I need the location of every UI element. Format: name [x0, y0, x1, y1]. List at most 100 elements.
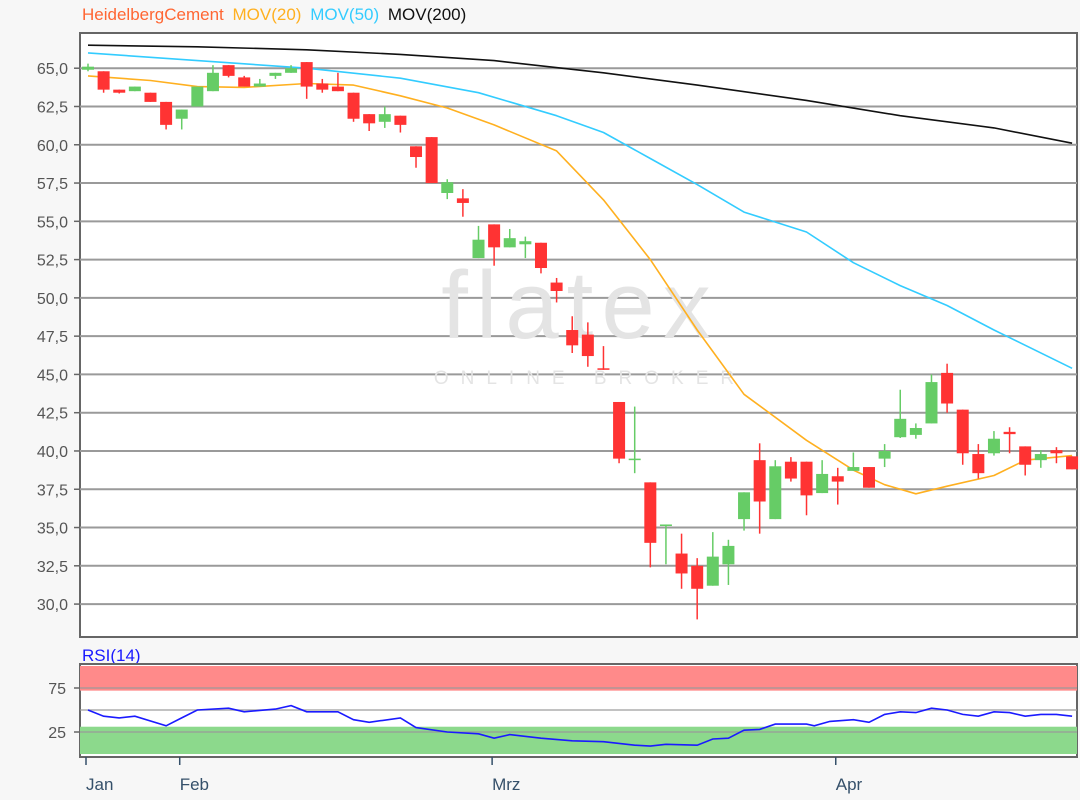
- price-y-tick-label: 57,5: [37, 176, 68, 193]
- price-y-tick-label: 65,0: [37, 61, 68, 78]
- candle-body: [144, 92, 157, 102]
- candle-body: [160, 101, 173, 125]
- candle-down: [534, 242, 547, 274]
- candle-down: [425, 137, 438, 184]
- candle-body: [691, 565, 704, 589]
- price-y-tick-label: 30,0: [37, 597, 68, 614]
- candle-up: [769, 460, 782, 520]
- candle-body: [800, 461, 813, 496]
- candle-body: [894, 418, 907, 438]
- candle-down: [550, 277, 563, 303]
- candle-up: [659, 524, 672, 565]
- candle-body: [472, 239, 485, 259]
- candle-up: [253, 78, 266, 87]
- x-axis: Jan Feb Mrz Apr: [85, 757, 863, 794]
- candle-body: [706, 556, 719, 586]
- candle-body: [394, 115, 407, 125]
- legend-ma200: MOV(200): [388, 5, 466, 24]
- candle-body: [191, 86, 204, 107]
- candle-up: [441, 179, 454, 200]
- x-tick-label: Apr: [836, 775, 863, 794]
- chart-legend: HeidelbergCement MOV(20) MOV(50) MOV(200…: [82, 5, 466, 24]
- candle-down: [238, 75, 251, 87]
- candle-up: [738, 492, 751, 531]
- ma20-line: [87, 75, 1073, 495]
- candle-body: [659, 524, 672, 526]
- price-plot-area: [79, 32, 1078, 638]
- x-tick-label: Feb: [180, 775, 209, 794]
- candle-up: [847, 452, 860, 471]
- candle-body: [941, 372, 954, 404]
- legend-ma50: MOV(50): [310, 5, 379, 24]
- ma200-line: [87, 44, 1073, 144]
- candle-body: [410, 146, 423, 158]
- candle-down: [831, 467, 844, 505]
- candle-down: [613, 401, 626, 464]
- candle-up: [378, 106, 391, 128]
- candle-body: [347, 92, 360, 119]
- candle-body: [628, 458, 641, 461]
- candle-body: [816, 473, 829, 494]
- price-y-tick-label: 32,5: [37, 559, 68, 576]
- candle-up: [909, 423, 922, 439]
- candle-body: [456, 198, 469, 203]
- candle-up: [503, 228, 516, 248]
- candle-body: [863, 467, 875, 488]
- candle-up: [628, 406, 641, 474]
- candle-up: [82, 63, 94, 72]
- candle-body: [644, 482, 657, 543]
- ma50-line: [87, 52, 1073, 370]
- rsi-line: [87, 704, 1073, 747]
- rsi-overbought-band: [80, 666, 1077, 691]
- watermark-tagline: ONLINE BROKER: [434, 368, 746, 389]
- candle-body: [847, 467, 860, 471]
- candle-body: [519, 241, 532, 245]
- candle-body: [1050, 450, 1063, 454]
- candle-body: [222, 65, 235, 76]
- legend-ma20: MOV(20): [232, 5, 301, 24]
- candle-down: [300, 62, 313, 99]
- candlesticks: [82, 62, 1079, 620]
- candle-body: [238, 77, 251, 87]
- legend-instrument: HeidelbergCement: [82, 5, 224, 24]
- candle-body: [206, 72, 219, 92]
- candle-body: [675, 553, 688, 574]
- candle-body: [113, 89, 126, 93]
- price-y-tick-label: 52,5: [37, 253, 68, 270]
- watermark: flatex ONLINE BROKER: [434, 252, 746, 389]
- candle-up: [1034, 450, 1047, 468]
- candle-body: [550, 282, 563, 291]
- candle-down: [644, 482, 657, 568]
- price-gridlines: [80, 67, 1077, 606]
- rsi-title: RSI(14): [82, 646, 141, 665]
- candle-up: [722, 539, 735, 585]
- candle-down: [394, 115, 407, 133]
- candle-down: [956, 409, 969, 465]
- candle-body: [300, 62, 313, 87]
- candle-down: [222, 65, 235, 78]
- x-tick-label: Jan: [86, 775, 113, 794]
- candle-body: [769, 466, 782, 520]
- candle-body: [784, 461, 797, 479]
- candle-body: [987, 438, 1000, 454]
- candle-down: [691, 558, 704, 620]
- candle-down: [1066, 456, 1079, 470]
- candle-up: [816, 460, 829, 494]
- candle-up: [519, 236, 532, 259]
- candle-up: [175, 109, 188, 130]
- candle-body: [1019, 446, 1032, 465]
- candle-up: [706, 532, 719, 586]
- candle-down: [597, 346, 610, 370]
- price-y-tick-label: 37,5: [37, 482, 68, 499]
- candle-up: [878, 444, 891, 468]
- candle-body: [488, 224, 501, 248]
- x-tick-label: Mrz: [492, 775, 520, 794]
- candle-body: [128, 86, 141, 92]
- candle-body: [1034, 454, 1047, 461]
- candle-down: [1019, 446, 1032, 476]
- candle-body: [175, 109, 188, 119]
- candle-body: [378, 114, 391, 122]
- candle-down: [331, 72, 344, 92]
- rsi-y-tick-label: 25: [48, 725, 66, 742]
